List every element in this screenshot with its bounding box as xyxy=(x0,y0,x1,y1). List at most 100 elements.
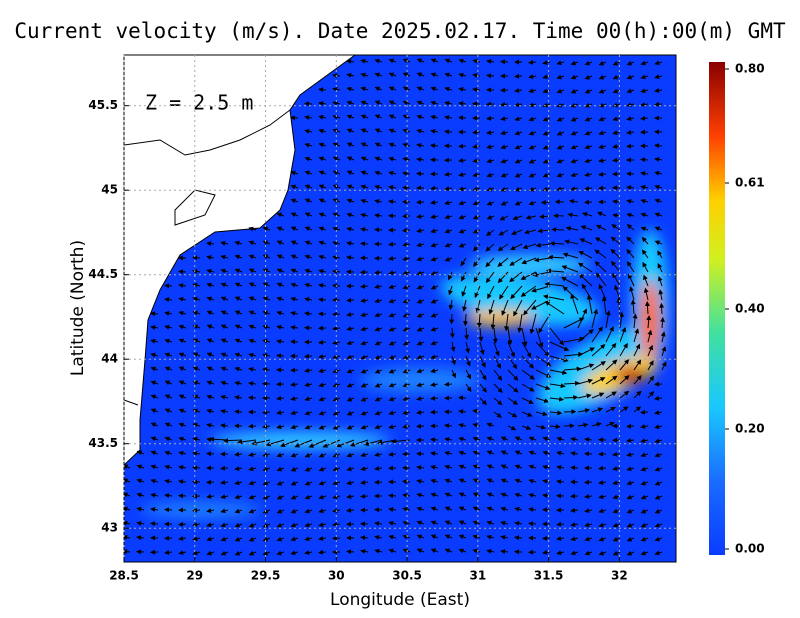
current-vector xyxy=(582,212,593,217)
current-vector xyxy=(654,494,663,500)
current-vector xyxy=(248,550,257,556)
current-vector xyxy=(500,549,509,555)
current-vector xyxy=(388,340,397,346)
current-vector xyxy=(402,171,411,176)
current-vector xyxy=(577,393,592,399)
current-vector xyxy=(124,478,131,484)
current-vector xyxy=(234,480,243,486)
current-vector xyxy=(657,250,663,259)
current-vector xyxy=(192,465,201,471)
current-vector xyxy=(514,506,523,512)
current-vector xyxy=(563,395,579,401)
current-vector xyxy=(374,198,383,204)
current-vector xyxy=(473,271,481,283)
current-vector xyxy=(542,450,551,456)
current-vector xyxy=(304,452,313,458)
current-vector xyxy=(556,60,565,66)
current-vector xyxy=(178,352,187,358)
current-vector xyxy=(346,184,355,190)
current-vector xyxy=(512,215,523,221)
current-vector xyxy=(220,310,229,316)
current-vector xyxy=(234,395,243,400)
current-vector xyxy=(570,60,579,66)
current-vector xyxy=(388,534,397,540)
current-vector xyxy=(388,199,397,205)
current-vector xyxy=(562,286,579,301)
current-vector xyxy=(486,464,495,470)
current-vector xyxy=(206,310,215,316)
current-vector xyxy=(150,366,159,372)
current-vector xyxy=(654,536,663,542)
current-vector xyxy=(514,73,523,79)
current-vector xyxy=(584,116,593,122)
current-vector xyxy=(304,382,313,388)
current-vector xyxy=(220,240,229,246)
land xyxy=(124,55,356,466)
current-vector xyxy=(626,522,635,528)
current-vector xyxy=(374,326,383,332)
current-vector xyxy=(654,550,663,556)
current-vector xyxy=(486,73,495,79)
current-vector xyxy=(444,200,453,206)
current-vector xyxy=(178,535,187,541)
current-vector xyxy=(444,492,453,498)
current-vector xyxy=(402,185,411,191)
current-vector xyxy=(318,254,327,260)
current-vector xyxy=(486,144,495,150)
current-vector xyxy=(542,172,551,178)
current-vector xyxy=(490,313,496,330)
current-vector xyxy=(591,407,604,413)
current-vector xyxy=(360,184,369,190)
current-vector xyxy=(629,286,635,301)
current-vector xyxy=(570,293,579,315)
current-vector xyxy=(318,198,327,204)
current-vector xyxy=(493,355,501,369)
current-vector xyxy=(521,257,537,265)
current-vector xyxy=(612,494,621,500)
current-vector xyxy=(192,352,201,358)
current-vector xyxy=(528,450,537,456)
current-vector xyxy=(360,142,369,148)
current-vector xyxy=(598,158,607,163)
current-vector xyxy=(150,521,159,527)
current-vector xyxy=(262,282,271,288)
current-vector xyxy=(564,239,579,245)
current-vector xyxy=(528,144,537,150)
current-vector xyxy=(192,255,201,261)
current-vector xyxy=(507,411,518,418)
current-vector xyxy=(605,326,614,343)
current-vector xyxy=(402,284,411,290)
current-vector xyxy=(304,198,313,204)
current-vector xyxy=(346,170,355,176)
current-vector xyxy=(220,465,229,471)
current-vector xyxy=(465,341,471,354)
current-vector xyxy=(500,492,509,498)
current-vector xyxy=(136,492,145,498)
y-axis-label: Latitude (North) xyxy=(68,240,88,376)
current-vector xyxy=(234,536,243,542)
current-vector xyxy=(654,88,663,93)
current-vector xyxy=(374,534,383,540)
current-vector xyxy=(360,410,369,416)
current-vector xyxy=(318,508,327,514)
current-vector xyxy=(304,480,313,486)
current-vector xyxy=(544,281,565,287)
current-vector xyxy=(549,355,569,363)
current-vector xyxy=(234,494,243,500)
current-vector xyxy=(578,262,593,273)
current-vector xyxy=(332,340,341,346)
current-vector xyxy=(472,129,481,135)
current-vector xyxy=(570,186,579,192)
current-vector xyxy=(556,74,565,80)
current-vector xyxy=(444,58,453,64)
plot-frame xyxy=(123,54,677,563)
current-vector xyxy=(472,492,481,498)
current-vector xyxy=(248,254,257,260)
current-vector xyxy=(542,116,551,122)
current-vector xyxy=(478,327,484,342)
current-vector xyxy=(416,465,425,471)
current-vector xyxy=(472,534,481,540)
current-vector xyxy=(472,243,481,252)
current-vector xyxy=(486,548,495,554)
current-vector xyxy=(164,352,173,358)
